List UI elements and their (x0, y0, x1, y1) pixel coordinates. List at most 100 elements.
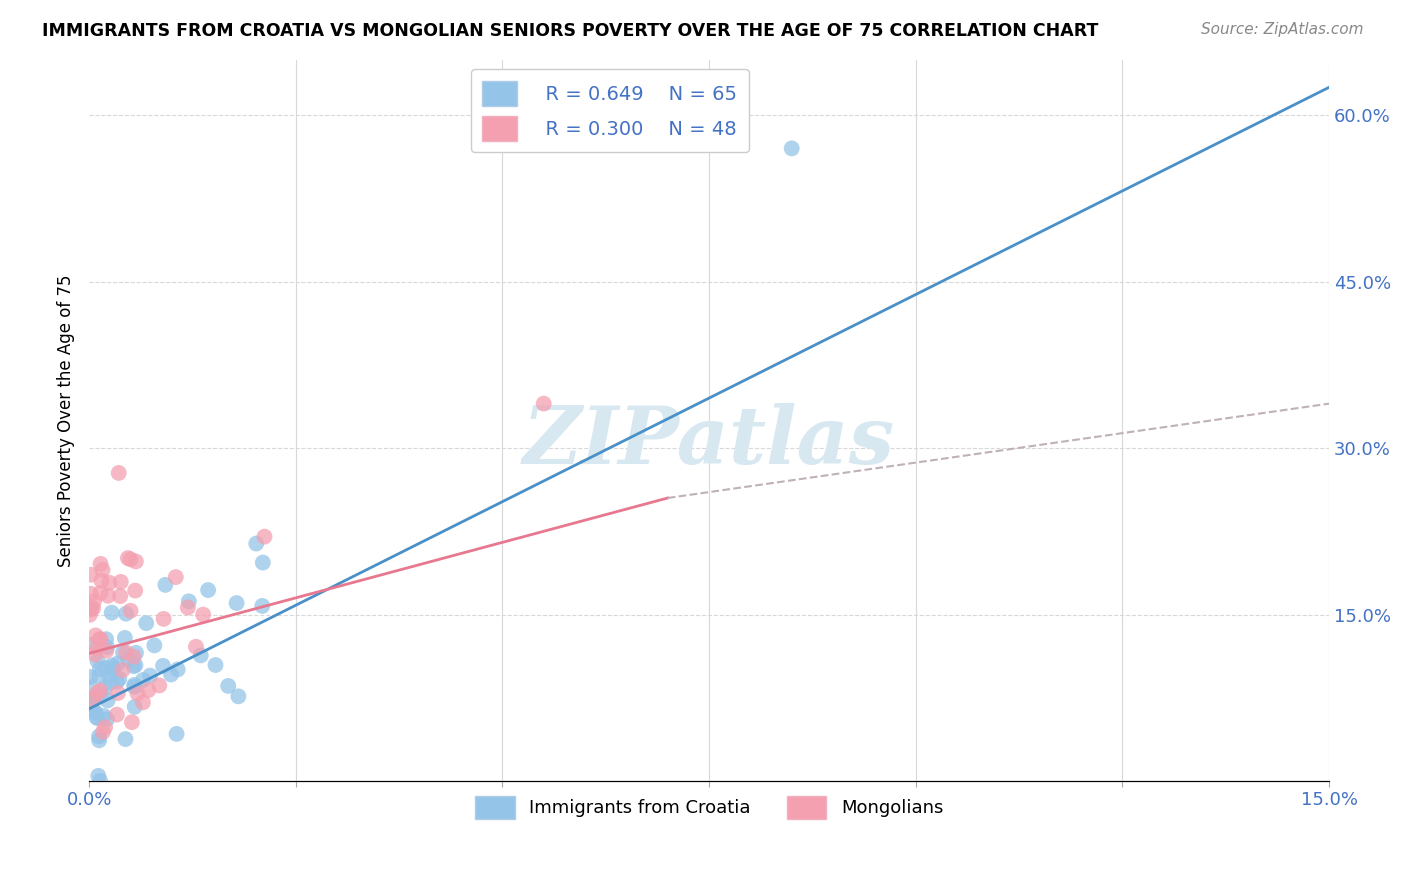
Point (80, 698, 103, 712)
Point (86, 685, 108, 699)
Point (122, 678, 145, 692)
Point (122, 649, 145, 664)
Point (105, 707, 128, 722)
Point (89, 774, 111, 789)
Point (177, 600, 200, 615)
Point (83, 705, 105, 719)
Point (90, 688, 112, 702)
Point (124, 658, 146, 673)
Point (115, 607, 138, 621)
Point (89, 668, 111, 682)
Point (84, 628, 107, 642)
Point (91, 725, 114, 739)
Point (86, 654, 108, 668)
Point (225, 596, 247, 610)
Point (86, 711, 108, 725)
Point (79, 567, 101, 582)
Point (94, 720, 117, 734)
Point (138, 683, 160, 698)
Point (107, 686, 129, 700)
Point (80, 600, 103, 615)
Point (125, 554, 148, 568)
Point (98, 575, 121, 590)
Point (253, 530, 276, 544)
Legend: Immigrants from Croatia, Mongolians: Immigrants from Croatia, Mongolians (468, 789, 950, 826)
Point (93, 709, 115, 723)
Point (87, 730, 110, 744)
Point (89, 662, 111, 676)
Point (124, 680, 146, 694)
Text: IMMIGRANTS FROM CROATIA VS MONGOLIAN SENIORS POVERTY OVER THE AGE OF 75 CORRELAT: IMMIGRANTS FROM CROATIA VS MONGOLIAN SEN… (42, 22, 1098, 40)
Point (191, 607, 214, 622)
Point (110, 574, 132, 589)
Point (166, 663, 188, 677)
Point (124, 583, 146, 598)
Point (111, 646, 134, 660)
Point (252, 599, 274, 613)
Point (89, 683, 111, 698)
Text: ZIPatlas: ZIPatlas (523, 403, 896, 481)
Point (84, 648, 107, 662)
Point (86, 640, 108, 655)
Point (114, 631, 136, 645)
Point (245, 536, 267, 550)
Point (100, 675, 122, 690)
Point (87, 769, 110, 783)
Point (139, 668, 162, 682)
Point (84, 706, 107, 720)
Point (97, 667, 120, 681)
Point (111, 663, 134, 677)
Point (107, 466, 129, 480)
Point (107, 657, 129, 671)
Point (204, 658, 226, 673)
Point (89, 557, 111, 571)
Point (177, 594, 200, 608)
Point (94, 632, 117, 647)
Point (117, 652, 139, 666)
Point (252, 556, 274, 570)
Point (79, 607, 101, 622)
Point (82, 601, 104, 615)
Point (108, 672, 131, 686)
Point (82, 692, 104, 706)
Point (125, 646, 148, 660)
Point (82, 693, 104, 707)
Point (97, 693, 120, 707)
Point (132, 673, 155, 687)
Point (117, 551, 139, 566)
Point (228, 690, 250, 704)
Point (155, 578, 177, 592)
Point (135, 616, 157, 631)
Point (780, 141, 803, 155)
Point (114, 732, 136, 747)
Point (89, 586, 111, 600)
Point (80, 602, 103, 616)
Point (94, 681, 117, 695)
Point (120, 604, 142, 618)
Point (101, 658, 124, 673)
Point (197, 583, 219, 598)
Point (120, 552, 142, 566)
Point (89, 632, 111, 646)
Point (96, 660, 118, 674)
Point (160, 667, 183, 681)
Point (110, 589, 132, 603)
Point (165, 570, 187, 584)
Point (89, 632, 111, 647)
Point (132, 695, 155, 709)
Point (96, 644, 118, 658)
Y-axis label: Seniors Poverty Over the Age of 75: Seniors Poverty Over the Age of 75 (58, 274, 75, 566)
Point (121, 715, 143, 730)
Point (80, 587, 103, 601)
Point (83, 690, 105, 704)
Point (122, 659, 145, 673)
Point (79, 670, 101, 684)
Point (96, 712, 118, 726)
Point (103, 662, 125, 676)
Point (533, 397, 555, 411)
Point (152, 612, 174, 626)
Point (80, 638, 103, 652)
Point (90, 574, 112, 588)
Point (80, 680, 103, 694)
Point (166, 727, 188, 741)
